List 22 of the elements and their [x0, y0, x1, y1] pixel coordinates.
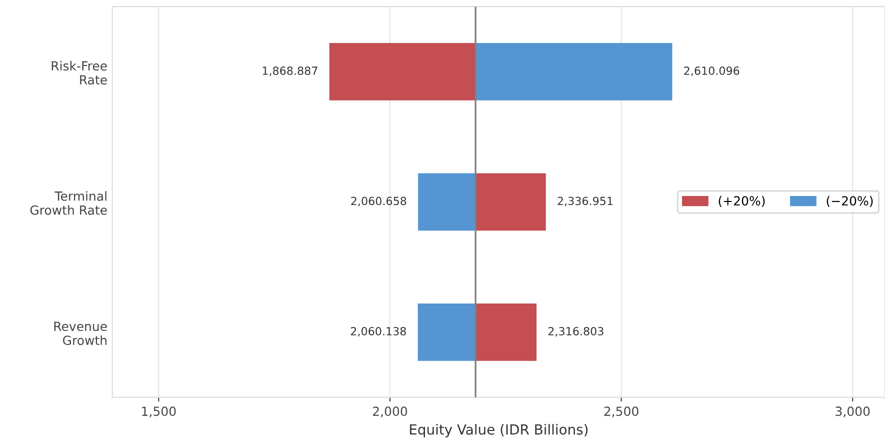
data-label: 2,316.803	[548, 326, 604, 337]
y-tick-label: Terminal Growth Rate	[30, 191, 107, 215]
x-tick-label: 1,500	[142, 406, 176, 418]
data-label: 2,060.658	[351, 196, 406, 206]
y-tick-label: Revenue Growth	[54, 322, 107, 346]
x-tick-label: 2,500	[604, 406, 638, 418]
data-label: 2,610.096	[684, 66, 740, 76]
x-tick-label: 2,000	[373, 406, 408, 418]
bar	[476, 43, 672, 100]
bar	[418, 173, 476, 231]
legend-label: (+20%)	[718, 196, 765, 208]
bar	[329, 43, 476, 100]
bar	[476, 173, 546, 231]
y-tick-label: Risk-Free Rate	[52, 60, 107, 85]
legend-label: (−20%)	[826, 196, 873, 208]
data-label: 2,336.951	[558, 196, 612, 206]
x-tick-label: 3,000	[836, 406, 870, 418]
data-label: 1,868.887	[262, 66, 318, 76]
x-axis-title: Equity Value (IDR Billions)	[410, 424, 588, 438]
data-label: 2,060.138	[350, 326, 406, 337]
bar	[418, 304, 476, 361]
bar	[476, 304, 537, 361]
